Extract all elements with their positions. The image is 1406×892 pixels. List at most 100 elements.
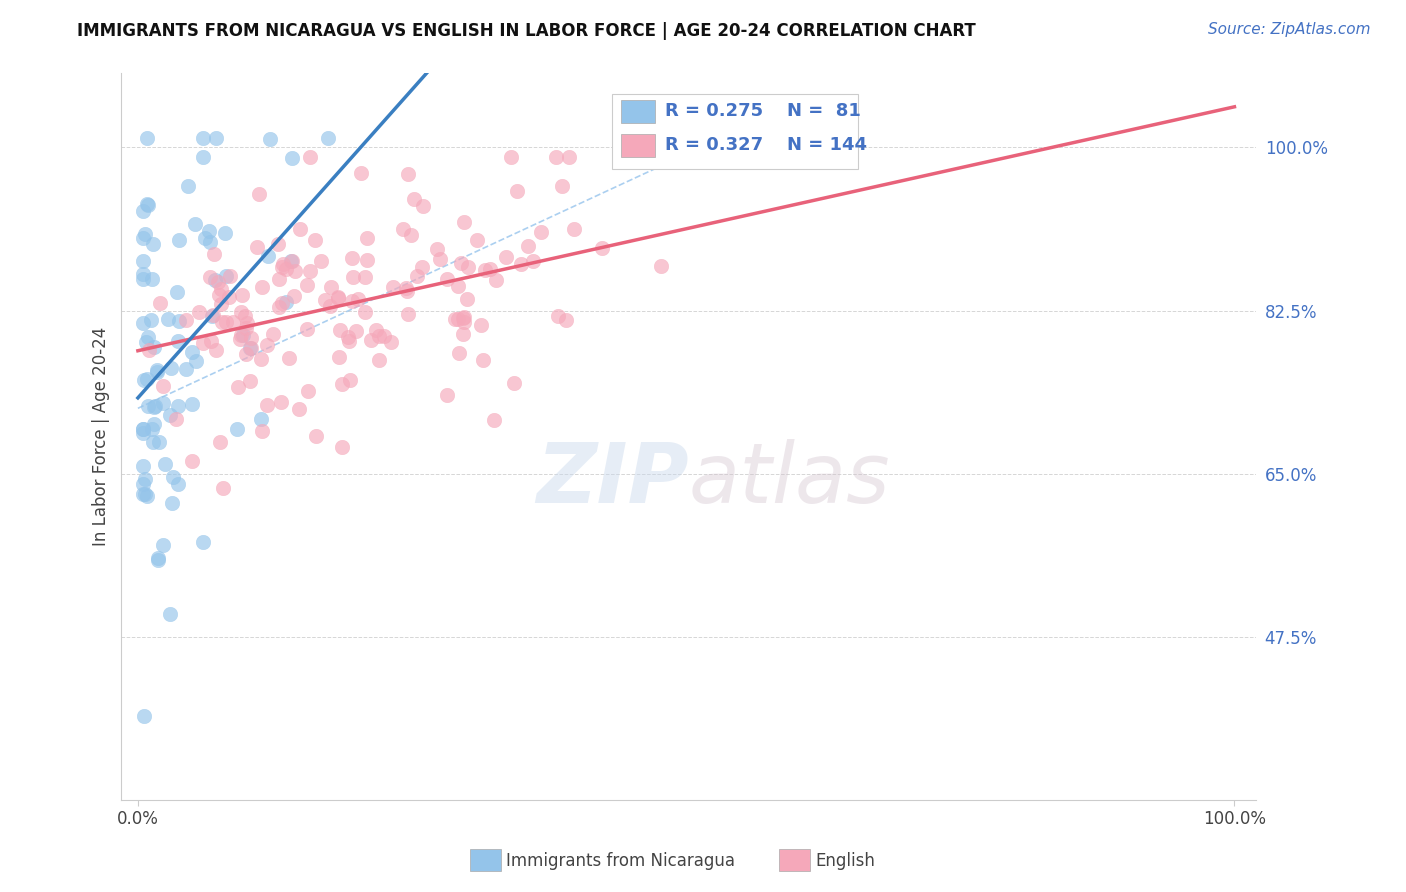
Point: [457, 260, 479, 274]
Point: [180, 344, 202, 359]
Point: [132, 422, 155, 436]
Point: [259, 131, 281, 145]
Point: [152, 538, 174, 552]
Point: [451, 326, 474, 341]
Point: [215, 315, 238, 329]
Point: [482, 413, 505, 427]
Point: [162, 470, 184, 484]
Point: [134, 473, 156, 487]
Point: [404, 193, 426, 207]
Point: [447, 312, 470, 326]
Point: [208, 434, 231, 449]
Point: [211, 315, 233, 329]
Point: [174, 313, 197, 327]
Point: [201, 308, 224, 322]
Point: [449, 346, 471, 360]
Point: [132, 271, 155, 285]
Point: [231, 328, 253, 343]
Text: N =  81: N = 81: [787, 103, 862, 120]
Point: [167, 399, 190, 413]
Point: [141, 272, 163, 286]
Point: [336, 329, 359, 343]
Point: [554, 313, 576, 327]
Point: [134, 227, 156, 241]
Point: [252, 279, 274, 293]
Point: [142, 417, 165, 432]
Point: [453, 310, 475, 324]
Point: [142, 237, 165, 252]
Point: [299, 264, 322, 278]
Point: [562, 221, 585, 235]
Point: [411, 260, 433, 275]
Point: [456, 292, 478, 306]
Point: [239, 341, 262, 355]
Point: [558, 150, 581, 164]
Point: [353, 269, 375, 284]
Point: [470, 318, 492, 333]
Point: [314, 293, 336, 308]
Point: [193, 335, 215, 350]
Point: [453, 315, 475, 329]
Point: [495, 250, 517, 264]
Point: [132, 317, 155, 331]
Y-axis label: In Labor Force | Age 20-24: In Labor Force | Age 20-24: [93, 326, 110, 546]
Point: [367, 329, 389, 343]
Point: [200, 235, 222, 250]
Point: [139, 313, 162, 327]
Point: [153, 458, 176, 472]
Point: [207, 287, 229, 301]
Point: [330, 440, 353, 454]
Point: [159, 607, 181, 622]
Point: [450, 255, 472, 269]
Point: [132, 254, 155, 268]
Point: [214, 226, 236, 240]
Point: [284, 264, 307, 278]
Point: [544, 150, 567, 164]
Point: [146, 363, 169, 377]
Point: [516, 238, 538, 252]
Point: [426, 242, 449, 256]
Point: [367, 353, 389, 368]
Point: [235, 347, 257, 361]
Point: [218, 268, 240, 283]
Point: [280, 152, 302, 166]
Point: [328, 350, 350, 364]
Point: [329, 323, 352, 337]
Text: Immigrants from Nicaragua: Immigrants from Nicaragua: [506, 852, 735, 870]
Point: [134, 373, 156, 387]
Point: [501, 150, 523, 164]
Point: [180, 454, 202, 468]
Point: [342, 270, 364, 285]
Point: [326, 291, 349, 305]
Point: [138, 343, 160, 357]
Point: [229, 305, 252, 319]
Point: [167, 314, 190, 328]
Point: [211, 481, 233, 495]
Point: [485, 273, 508, 287]
Point: [319, 299, 342, 313]
Point: [198, 269, 221, 284]
Point: [401, 227, 423, 242]
Point: [235, 321, 257, 335]
Point: [233, 309, 256, 323]
Point: [239, 341, 262, 355]
Point: [247, 186, 270, 201]
Point: [142, 435, 165, 450]
Point: [166, 334, 188, 349]
Point: [200, 334, 222, 348]
Point: [380, 334, 402, 349]
Point: [530, 225, 553, 239]
Point: [246, 240, 269, 254]
Point: [280, 254, 302, 268]
Point: [353, 305, 375, 319]
Point: [316, 131, 339, 145]
Point: [340, 294, 363, 309]
Point: [591, 242, 613, 256]
Point: [267, 300, 290, 314]
Point: [229, 332, 252, 346]
Point: [148, 434, 170, 449]
Text: English: English: [815, 852, 876, 870]
Point: [239, 331, 262, 345]
Point: [405, 268, 427, 283]
Point: [165, 412, 187, 426]
